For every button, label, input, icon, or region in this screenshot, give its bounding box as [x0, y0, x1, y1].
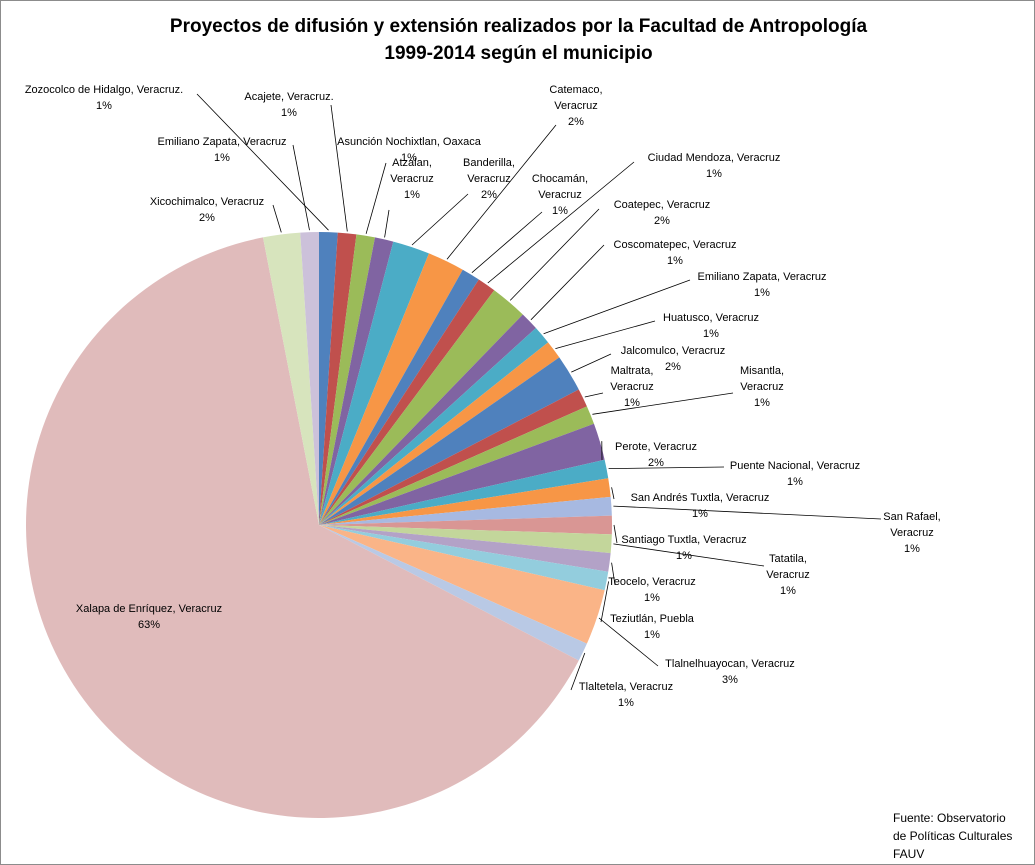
pie-slice — [319, 342, 560, 525]
pie-slice — [319, 232, 357, 525]
chart-title-line-2: 1999-2014 según el municipio — [384, 43, 653, 64]
leader-line — [272, 204, 282, 233]
leader-line — [600, 581, 609, 623]
data-label: Jalcomulco, Veracruz 2% — [621, 345, 726, 373]
pie-slice — [300, 231, 319, 525]
leader-line — [543, 279, 691, 335]
data-label: Xicochimalco, Veracruz 2% — [150, 196, 264, 224]
data-label: Coscomatepec, Veracruz 1% — [614, 239, 737, 267]
data-label: Atzalan, Veracruz 1% — [390, 157, 433, 201]
data-label: Coatepec, Veracruz 2% — [614, 199, 711, 227]
pie-slice — [319, 234, 376, 525]
leader-line — [471, 211, 543, 274]
data-label: Catemaco, Veracruz 2% — [549, 84, 602, 128]
data-label: Teocelo, Veracruz 1% — [608, 576, 695, 604]
leader-line — [592, 392, 734, 415]
pie-slice — [319, 237, 394, 525]
pie-slice — [319, 478, 611, 525]
leader-line — [365, 162, 387, 234]
pie-slice — [25, 237, 579, 818]
source-line-3: FAUV — [893, 847, 925, 861]
leader-line — [611, 562, 616, 586]
leader-line — [292, 144, 310, 231]
pie-slice — [319, 525, 612, 554]
source-line-2: de Políticas Culturales — [893, 829, 1013, 843]
pie-slice — [319, 241, 429, 525]
data-label: Misantla, Veracruz 1% — [740, 365, 784, 409]
data-label: Puente Nacional, Veracruz 1% — [730, 460, 860, 488]
leader-line — [571, 353, 612, 373]
leader-line — [570, 652, 586, 691]
data-label: Tlaltetela, Veracruz 1% — [579, 681, 673, 709]
leader-line — [611, 487, 615, 500]
leader-line — [330, 104, 348, 232]
pie-slice — [319, 525, 609, 591]
pie-slice — [319, 253, 463, 525]
leader-line — [196, 93, 329, 231]
data-label: Teziutlán, Puebla 1% — [610, 613, 695, 641]
data-label: Chocamán, Veracruz 1% — [532, 173, 588, 217]
leader-line — [411, 193, 469, 246]
pie-slice — [319, 406, 594, 525]
pie-slice — [319, 423, 605, 525]
data-label: Perote, Veracruz 2% — [615, 441, 697, 469]
data-label: Santiago Tuxtla, Veracruz 1% — [621, 534, 746, 562]
source-line-1: Fuente: Observatorio — [893, 811, 1006, 825]
leader-line — [608, 466, 725, 469]
data-label: Huatusco, Veracruz 1% — [663, 312, 759, 340]
source-note: Fuente: Observatorio de Políticas Cultur… — [893, 809, 1012, 863]
leader-line — [613, 543, 765, 567]
pie-slice — [319, 231, 338, 525]
data-label: Tatatila, Veracruz 1% — [766, 553, 809, 597]
pie-slice — [319, 515, 613, 535]
data-label: San Rafael, Veracruz 1% — [883, 511, 940, 555]
pie-slice — [319, 357, 579, 525]
data-label: Maltrata, Veracruz 1% — [610, 365, 653, 409]
pie-slice — [319, 525, 611, 572]
pie-slice — [319, 389, 587, 525]
leader-line — [584, 392, 604, 398]
chart-title: Proyectos de difusión y extensión realiz… — [1, 13, 1034, 67]
leader-line — [487, 161, 635, 284]
data-label: Emiliano Zapata, Veracruz 1% — [697, 271, 826, 299]
pie-slice — [319, 328, 549, 525]
pie-slice — [262, 232, 319, 525]
pie-slice — [319, 279, 495, 525]
leader-line — [555, 320, 656, 349]
leader-line — [446, 124, 557, 260]
pie-slice — [319, 290, 523, 525]
data-label: Banderilla, Veracruz 2% — [463, 157, 515, 201]
pie-slice — [319, 269, 479, 525]
data-label: San Andrés Tuxtla, Veracruz 1% — [631, 492, 770, 520]
data-label: Zozocolco de Hidalgo, Veracruz. 1% — [25, 84, 183, 112]
pie-slice — [319, 525, 605, 644]
leader-line — [613, 524, 618, 544]
pie-slice — [319, 314, 536, 525]
pie-slice — [319, 459, 609, 525]
data-label: Acajete, Veracruz. 1% — [244, 91, 333, 119]
leader-line — [598, 617, 659, 667]
data-label: Ciudad Mendoza, Veracruz 1% — [648, 152, 781, 180]
pie-slice — [319, 525, 587, 661]
data-label: Tlalnelhuayocan, Veracruz 3% — [665, 658, 795, 686]
pie-slice — [319, 496, 612, 525]
data-label: Emiliano Zapata, Veracruz 1% — [157, 136, 286, 164]
leader-line — [384, 209, 390, 238]
leader-line — [509, 208, 600, 301]
chart-title-line-1: Proyectos de difusión y extensión realiz… — [169, 16, 868, 37]
data-label: Xalapa de Enríquez, Veracruz 63% — [76, 603, 222, 631]
data-label: Asunción Nochixtlan, Oaxaca 1% — [337, 136, 482, 164]
leader-line — [613, 505, 882, 520]
leader-line — [530, 244, 605, 321]
